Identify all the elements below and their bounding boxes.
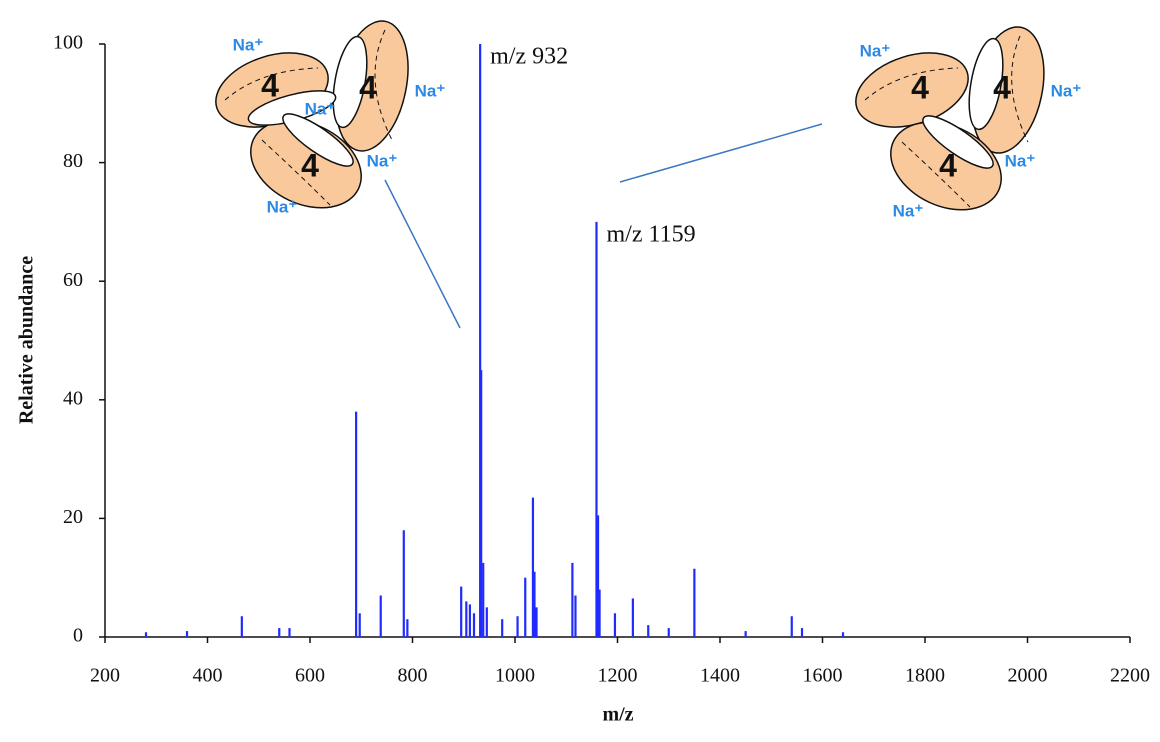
- leader-line: [384, 179, 461, 329]
- ion-label: Na⁺: [860, 41, 891, 60]
- x-tick-label: 1600: [803, 665, 843, 687]
- subunit-label: 4: [261, 67, 279, 103]
- ion-label: Na⁺: [267, 197, 298, 216]
- ion-label: Na⁺: [305, 99, 336, 118]
- subunit-label: 4: [301, 147, 319, 183]
- ion-label: Na⁺: [1005, 151, 1036, 170]
- x-axis-title: m/z: [602, 704, 633, 726]
- y-tick-label: 40: [63, 387, 83, 409]
- x-tick-label: 600: [295, 665, 325, 687]
- subunit-label: 4: [939, 147, 957, 183]
- peak-label: m/z 932: [490, 44, 568, 70]
- y-tick-label: 0: [73, 625, 83, 647]
- x-tick-label: 1200: [598, 665, 638, 687]
- x-tick-label: 2000: [1008, 665, 1048, 687]
- x-tick-label: 1000: [495, 665, 535, 687]
- peak-label: m/z 1159: [606, 221, 695, 247]
- y-tick-label: 20: [63, 506, 83, 528]
- x-tick-label: 1400: [700, 665, 740, 687]
- ion-label: Na⁺: [1051, 81, 1082, 100]
- ion-label: Na⁺: [367, 151, 398, 170]
- y-tick-label: 80: [63, 150, 83, 172]
- x-tick-label: 800: [398, 665, 428, 687]
- x-tick-label: 400: [193, 665, 223, 687]
- x-tick-label: 200: [90, 665, 120, 687]
- structure-left: 4 4 4 Na⁺ Na⁺ Na⁺ Na⁺ Na⁺: [215, 20, 446, 216]
- subunit-label: 4: [359, 69, 377, 105]
- y-tick-label: 60: [63, 269, 83, 291]
- subunit-label: 4: [911, 69, 929, 105]
- leader-line: [619, 123, 823, 183]
- structure-right: 4 4 4 Na⁺ Na⁺ Na⁺ Na⁺: [855, 26, 1082, 220]
- subunit-label: 4: [993, 69, 1011, 105]
- x-tick-label: 2200: [1110, 665, 1150, 687]
- x-tick-label: 1800: [905, 665, 945, 687]
- ion-label: Na⁺: [233, 35, 264, 54]
- ion-label: Na⁺: [415, 81, 446, 100]
- y-tick-label: 100: [53, 32, 83, 54]
- ion-label: Na⁺: [893, 201, 924, 220]
- y-axis-title: Relative abundance: [16, 256, 38, 424]
